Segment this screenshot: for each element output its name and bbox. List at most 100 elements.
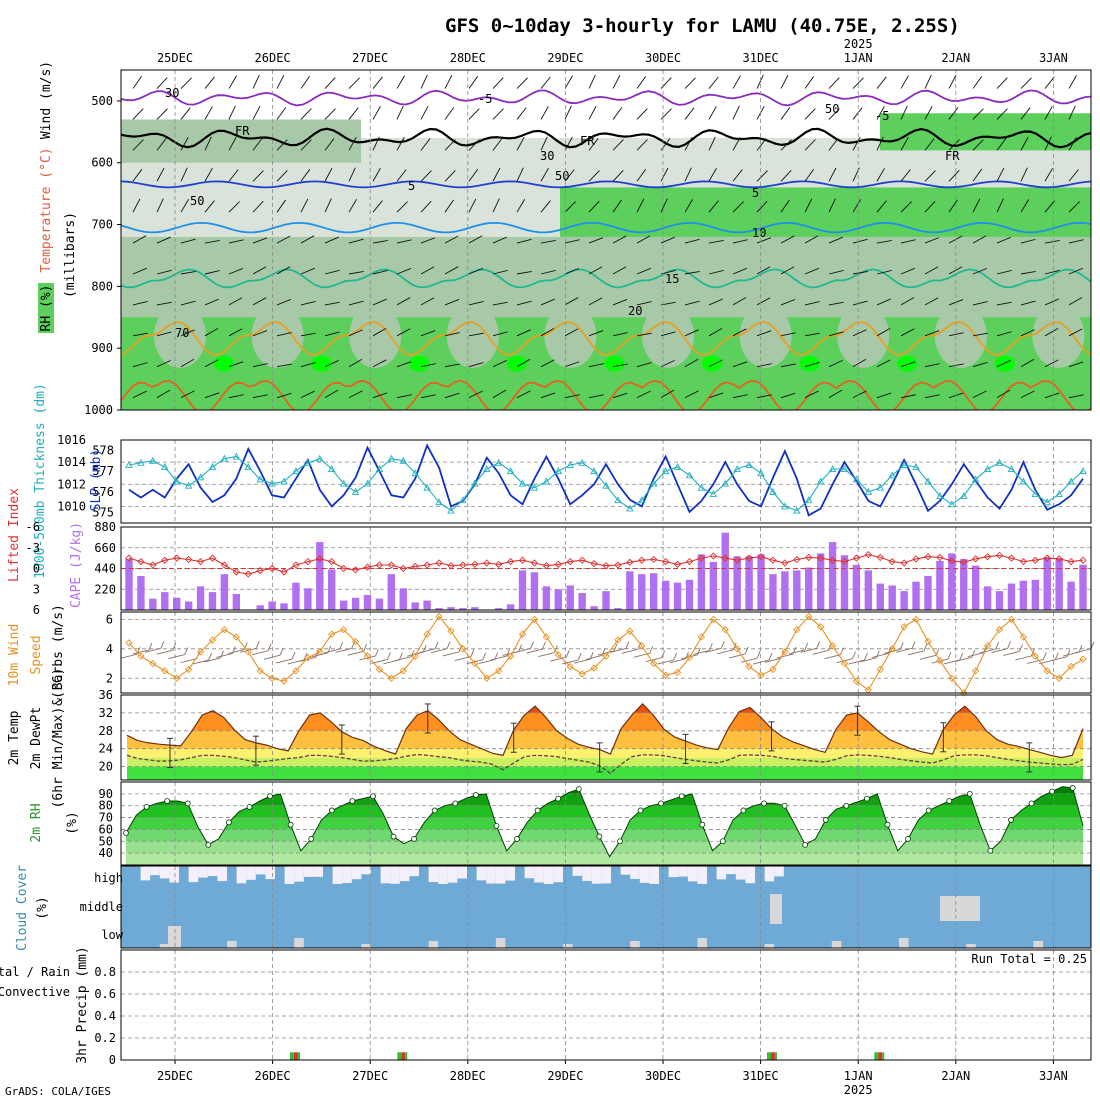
wind-speed-point (483, 674, 491, 682)
wind-speed-point (745, 662, 753, 671)
li-point (590, 560, 598, 568)
temp-line (126, 703, 1084, 759)
wind-barb (132, 139, 144, 151)
wind-barb (804, 198, 813, 213)
wind-barb (516, 167, 524, 182)
wind-barb (300, 108, 312, 120)
thickness-point (816, 477, 825, 485)
bottom-year-label: 2025 (844, 1083, 873, 1097)
wind-barb (204, 136, 212, 151)
wind-speed-point (650, 659, 658, 668)
wind-barb-10m (1015, 655, 1032, 661)
wind-barb (636, 108, 648, 120)
precip-ylabel: 3hr Precip (mm) (75, 946, 90, 1063)
wind-barb-10m-tick (601, 648, 606, 656)
rh-point (617, 838, 623, 845)
wind-barb (924, 363, 940, 368)
rh-point (884, 821, 891, 828)
li-point (137, 557, 145, 566)
li-point (232, 568, 240, 576)
rh-point (946, 798, 953, 804)
li-ylabel: Lifted Index (7, 488, 22, 582)
li-point (769, 556, 777, 564)
wind-barb-10m-tick (398, 652, 403, 660)
li-tick: 6 (33, 603, 40, 617)
cape-bar (280, 603, 288, 610)
li-point (304, 557, 312, 566)
li-point (709, 552, 717, 560)
wind-speed-point (161, 667, 169, 675)
wind-barb (156, 301, 172, 306)
thickness-point (423, 483, 431, 491)
wind-barb (828, 359, 843, 368)
wind-barb (372, 359, 387, 368)
thickness-point (983, 465, 992, 472)
wind-barb (324, 301, 340, 306)
wind-barb (852, 390, 867, 399)
bottom-date-label: 26DEC (255, 1069, 291, 1083)
cloud-clear-low (1033, 941, 1043, 948)
cape-bar (852, 564, 861, 610)
rh-point (370, 793, 376, 800)
cloud-clear-low (966, 944, 976, 948)
rh-point (719, 838, 726, 845)
rh-tick: 60 (99, 822, 113, 836)
cape-bar (423, 600, 431, 610)
cloud-level-label: middle (80, 900, 123, 914)
wind-barb (564, 105, 572, 120)
wind-speed-point (697, 633, 706, 641)
wind-barb (1020, 107, 1031, 120)
thickness-point (494, 458, 503, 466)
wind-barb (804, 235, 819, 244)
wind-barb-10m (907, 650, 925, 656)
rh-point (843, 802, 850, 809)
rh-ylabel: 2m RH (29, 803, 44, 842)
wind-barb-10m (585, 655, 603, 660)
rh-band (126, 786, 1083, 794)
wind-barb (660, 301, 676, 306)
cape-tick: 220 (94, 582, 116, 596)
thickness-point (351, 487, 360, 495)
wind-barb (180, 358, 195, 368)
wind-barb (348, 238, 364, 244)
wind-barb (948, 199, 958, 213)
cloud-clear-mid (770, 894, 782, 924)
wind-barb (732, 267, 748, 275)
footer-credit: GrADS: COLA/IGES (5, 1085, 111, 1098)
cape-bar (435, 608, 443, 610)
wind-barb (996, 359, 1011, 368)
bottom-date-label: 29DEC (547, 1069, 583, 1083)
rh-point (308, 836, 315, 842)
rh-pocket (154, 303, 206, 368)
wind-speed-point (1031, 652, 1039, 660)
precip-conv-bar (878, 1052, 883, 1060)
wind-barb (588, 330, 604, 337)
wind-barb (564, 328, 579, 337)
wind-barb (204, 270, 220, 275)
wind-barb (756, 74, 764, 89)
cloud-clear-high (620, 866, 631, 875)
thickness-point (1067, 477, 1075, 485)
li-point (554, 560, 562, 568)
wind-barb (996, 301, 1012, 306)
slp-tick: 1010 (57, 499, 86, 513)
wind-barb-10m-tick (995, 641, 1000, 650)
wind-barb (588, 237, 604, 244)
thickness-ylabel: 1000-500mb Thickness (dm) (33, 383, 48, 579)
wind-barb (900, 137, 909, 151)
thickness-point (888, 471, 896, 479)
wind-barb (780, 107, 791, 120)
wind-barb (204, 106, 213, 120)
li-point (626, 558, 634, 566)
li-point (280, 568, 288, 576)
wind-barb (588, 363, 604, 368)
thickness-point (1043, 498, 1051, 506)
wind-barb (996, 108, 1008, 120)
wind-barb-10m-tick (255, 641, 260, 649)
wind-barb (180, 167, 188, 182)
wind-barb (612, 392, 628, 399)
wind-barb (132, 76, 142, 89)
cloud-clear-high (294, 866, 304, 882)
wind-barb (132, 168, 143, 182)
wind-barb-10m (395, 656, 412, 662)
